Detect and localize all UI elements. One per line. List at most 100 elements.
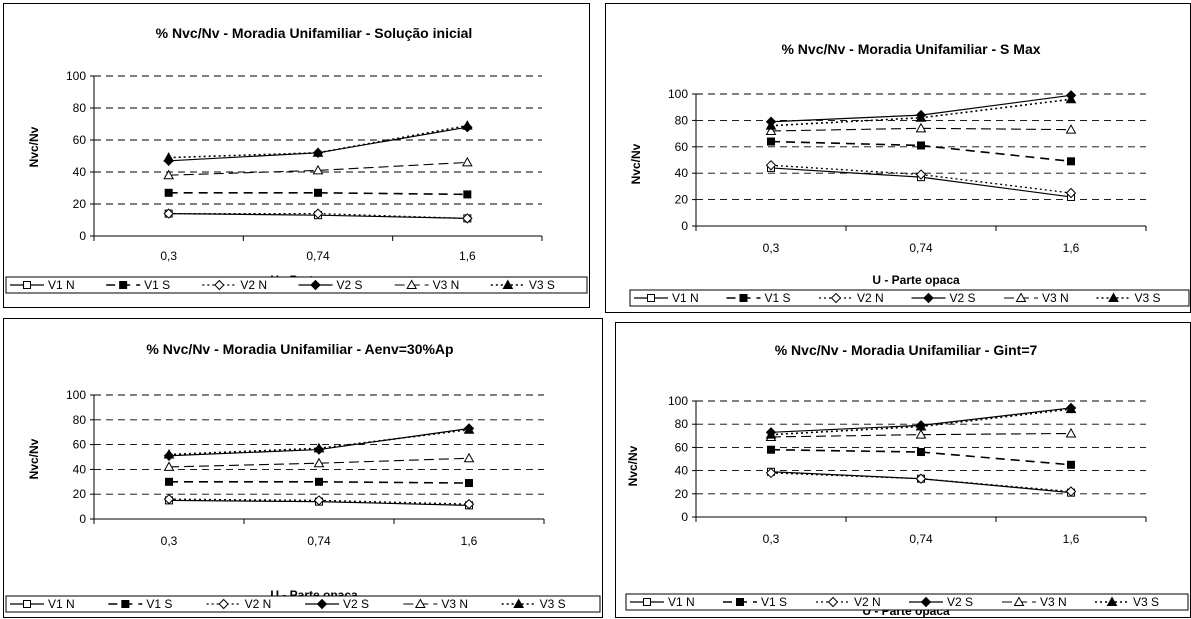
legend: V1 N V1 S V2 N V2 S V3 N V3 S — [5, 276, 588, 294]
data-point — [315, 477, 323, 486]
legend-label: V3 N — [1042, 291, 1069, 305]
y-axis-label: Nvc/Nv — [626, 445, 640, 486]
legend-item: V1 N — [10, 597, 75, 611]
chart-panel-s-max: % Nvc/Nv - Moradia Unifamiliar - S Max 0… — [605, 3, 1191, 313]
legend-item: V3 N — [403, 597, 468, 611]
data-point — [1065, 124, 1077, 134]
series-line — [168, 192, 468, 196]
series-v3-n — [163, 452, 475, 471]
legend-marker — [1015, 292, 1027, 302]
legend-item: V2 N — [202, 278, 267, 292]
legend-item: V2 S — [305, 597, 369, 611]
legend-marker — [830, 292, 842, 304]
data-point — [1065, 427, 1077, 438]
legend: V1 N V1 S V2 N V2 S V3 N V3 S — [5, 595, 601, 613]
chart-svg: % Nvc/Nv - Moradia Unifamiliar - Gint=7 … — [625, 342, 1189, 618]
legend-marker — [739, 294, 748, 302]
chart-panel-gint-7: % Nvc/Nv - Moradia Unifamiliar - Gint=7 … — [615, 322, 1191, 618]
data-point — [915, 429, 927, 439]
chart-svg: % Nvc/Nv - Moradia Unifamiliar - Solução… — [5, 25, 588, 294]
y-axis-label: Nvc/Nv — [27, 438, 41, 479]
legend-marker — [310, 279, 321, 291]
x-tick-label: 0,3 — [161, 534, 178, 548]
legend-item: V1 N — [634, 291, 699, 305]
y-tick-label: 0 — [79, 512, 86, 526]
legend-item: V2 N — [816, 595, 881, 609]
y-tick-label: 0 — [681, 219, 688, 233]
legend-item: V3 N — [1004, 291, 1069, 305]
legend-item: V2 S — [298, 278, 363, 292]
x-tick-label: 0,3 — [763, 241, 780, 255]
series-v3-s — [765, 93, 1077, 130]
y-tick-label: 100 — [668, 394, 688, 408]
legend: V1 N V1 S V2 N V2 S V3 N V3 S — [629, 289, 1190, 307]
legend-item: V1 N — [10, 278, 75, 292]
legend-marker — [643, 598, 651, 606]
data-point — [765, 120, 777, 130]
legend-label: V1 S — [146, 597, 172, 611]
legend-item: V3 S — [1095, 595, 1159, 609]
legend-label: V2 S — [337, 278, 363, 292]
x-tick-label: 0,74 — [909, 241, 933, 255]
x-tick-label: 0,74 — [307, 534, 331, 548]
data-point — [915, 169, 927, 180]
legend-box — [5, 595, 601, 613]
legend-label: V2 N — [240, 278, 267, 292]
chart-title: % Nvc/Nv - Moradia Unifamiliar - Gint=7 — [775, 342, 1038, 358]
x-tick-label: 1,6 — [461, 534, 478, 548]
chart-title: % Nvc/Nv - Moradia Unifamiliar - Aenv=30… — [146, 341, 453, 357]
y-tick-label: 80 — [73, 413, 87, 427]
data-point — [767, 137, 775, 146]
series-v1-s — [165, 477, 473, 488]
data-point — [163, 169, 175, 180]
legend-box — [5, 276, 588, 294]
legend-marker — [23, 600, 31, 608]
data-point — [765, 125, 777, 135]
legend-box — [629, 289, 1190, 307]
series-v2-s — [163, 121, 473, 167]
legend-item: V2 N — [206, 597, 271, 611]
legend-marker — [121, 600, 130, 608]
series-v2-s — [163, 423, 475, 461]
y-tick-label: 20 — [675, 193, 689, 207]
legend-marker — [827, 596, 839, 608]
series-v3-n — [163, 156, 473, 180]
data-point — [163, 208, 174, 219]
data-point — [767, 445, 775, 454]
legend-marker — [119, 281, 128, 289]
data-point — [915, 112, 927, 122]
legend-marker — [414, 598, 426, 608]
y-axis-label: Nvc/Nv — [629, 143, 643, 184]
chart-title: % Nvc/Nv - Moradia Unifamiliar - Solução… — [156, 25, 473, 41]
y-tick-label: 100 — [66, 388, 86, 402]
legend-item: V1 S — [726, 291, 791, 305]
plot-area: 0 20 40 60 80 100 0,3 0,74 1,6 — [668, 394, 1147, 546]
legend-item: V3 N — [1002, 595, 1067, 609]
legend-item: V3 N — [394, 278, 460, 292]
y-tick-label: 60 — [675, 140, 689, 154]
series-line — [168, 161, 468, 176]
chart-panel-aenv-30-ap: % Nvc/Nv - Moradia Unifamiliar - Aenv=30… — [3, 318, 603, 618]
legend-item: V1 S — [723, 595, 787, 609]
data-point — [461, 120, 473, 130]
data-point — [765, 160, 777, 171]
legend-marker — [502, 279, 514, 289]
y-tick-label: 80 — [675, 113, 689, 127]
data-point — [313, 457, 325, 468]
legend-marker — [923, 292, 934, 304]
data-point — [1065, 403, 1077, 414]
series-v2-n — [765, 160, 1077, 199]
series-v2-n — [163, 208, 473, 224]
data-point — [917, 448, 925, 457]
legend-label: V1 S — [765, 291, 791, 305]
legend-label: V1 N — [668, 595, 695, 609]
legend-item: V3 S — [501, 597, 566, 611]
chart-svg: % Nvc/Nv - Moradia Unifamiliar - Aenv=30… — [5, 341, 601, 613]
legend-item: V2 S — [909, 595, 973, 609]
legend-label: V3 N — [433, 278, 460, 292]
y-tick-label: 80 — [73, 101, 87, 115]
legend-item: V3 S — [490, 278, 555, 292]
series-v2-n — [765, 467, 1077, 497]
legend-item: V1 S — [106, 278, 170, 292]
legend-item: V2 N — [819, 291, 884, 305]
